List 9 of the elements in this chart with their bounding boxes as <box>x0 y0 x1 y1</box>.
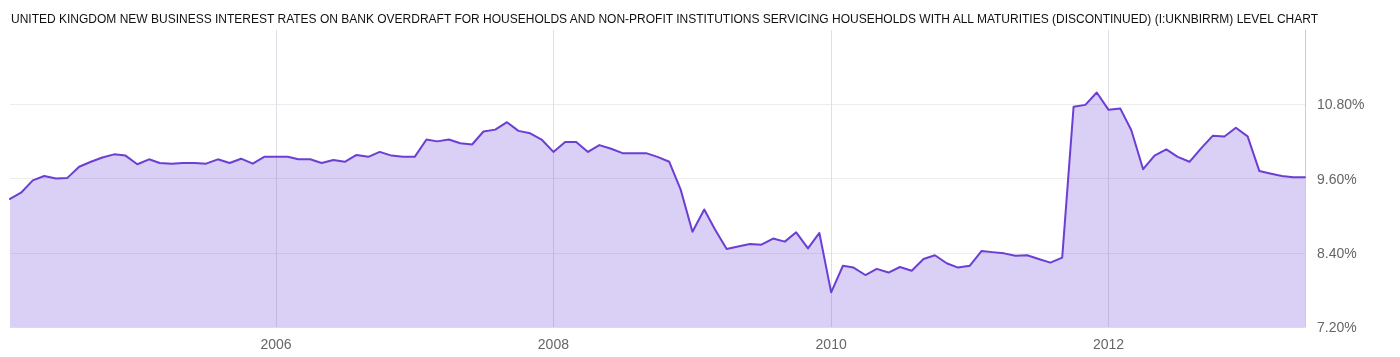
y-tick-label: 7.20% <box>1317 319 1357 335</box>
x-tick-label: 2006 <box>260 336 292 352</box>
x-tick-label: 2012 <box>1092 336 1125 352</box>
x-tick-label: 2008 <box>537 336 570 352</box>
x-tick-label: 2010 <box>815 336 847 352</box>
y-tick-label: 10.80% <box>1317 96 1365 113</box>
y-tick-label: 8.40% <box>1317 244 1357 261</box>
chart-title: UNITED KINGDOM NEW BUSINESS INTEREST RATES ON BANK OVERDRAFT FOR HOUSEHOLDS AND NON-PROFIT INSTITUTIONS SERVICING HOUSEHOLDS WITH ALL MATURITIES (DISCONTINUED) (I:UKNBIRRM) LEVEL CHART <box>11 12 1319 26</box>
y-tick-label: 9.60% <box>1317 170 1357 187</box>
